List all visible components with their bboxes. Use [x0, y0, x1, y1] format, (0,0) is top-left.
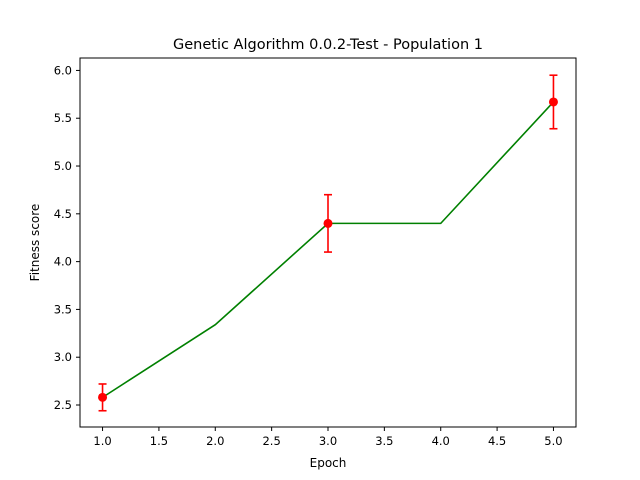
y-tick-label: 2.5	[54, 398, 72, 412]
y-tick-label: 4.5	[54, 207, 72, 221]
x-tick-label: 2.5	[262, 434, 280, 448]
y-axis-label: Fitness score	[28, 204, 42, 282]
chart-title: Genetic Algorithm 0.0.2-Test - Populatio…	[173, 37, 483, 53]
y-tick-label: 4.0	[54, 255, 72, 269]
y-tick-label: 3.5	[54, 302, 72, 316]
x-axis-label: Epoch	[310, 456, 347, 470]
y-tick-label: 5.0	[54, 159, 72, 173]
x-axis-ticks: 1.0 1.5 2.0 2.5 3.0 3.5 4.0 4.5 5.0	[93, 427, 563, 448]
x-tick-label: 1.0	[93, 434, 111, 448]
x-tick-label: 4.0	[432, 434, 450, 448]
y-tick-label: 3.0	[54, 350, 72, 364]
data-point-marker	[548, 97, 558, 107]
x-tick-label: 3.0	[319, 434, 337, 448]
x-tick-label: 3.5	[375, 434, 393, 448]
x-tick-label: 2.0	[206, 434, 224, 448]
data-point-marker	[323, 218, 333, 228]
x-tick-label: 4.5	[488, 434, 506, 448]
y-tick-label: 6.0	[54, 63, 72, 77]
y-tick-label: 5.5	[54, 111, 72, 125]
x-tick-label: 5.0	[544, 434, 562, 448]
y-axis-ticks: 2.5 3.0 3.5 4.0 4.5 5.0 5.5 6.0	[54, 63, 80, 412]
plot-area	[98, 74, 558, 412]
x-tick-label: 1.5	[150, 434, 168, 448]
data-point-marker	[98, 392, 108, 402]
